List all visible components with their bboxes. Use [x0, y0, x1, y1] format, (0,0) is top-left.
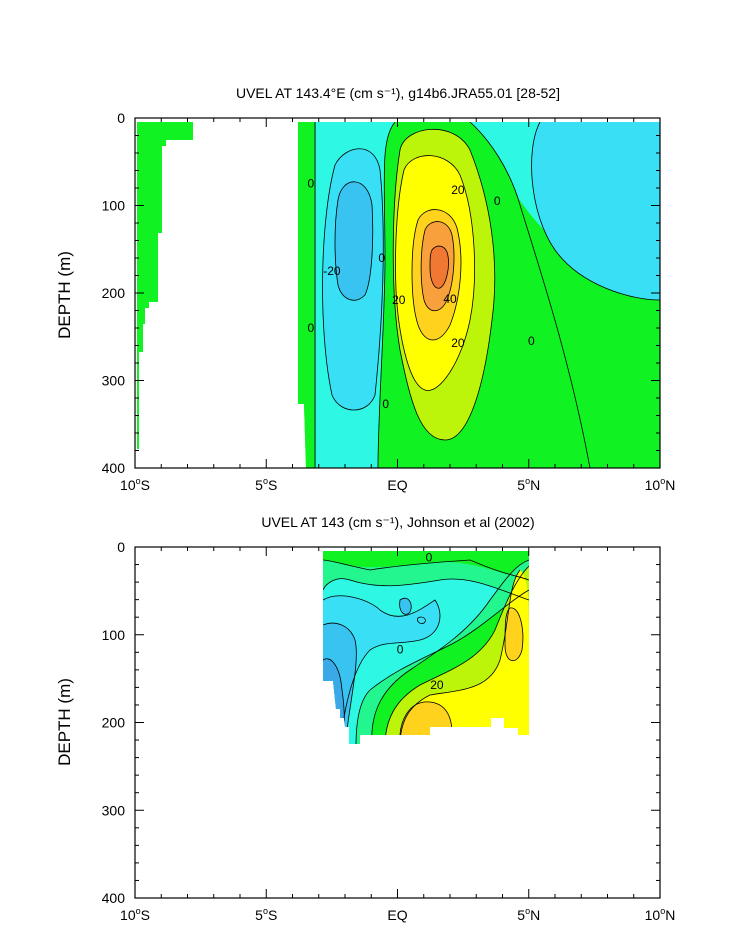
contour-label: 0	[308, 321, 315, 335]
panel2-contour-labels: 0 0 20	[397, 551, 444, 692]
panel1-contour-line	[469, 121, 591, 468]
panel1-coast-strip-east	[298, 122, 315, 468]
panel2-contour-line	[504, 607, 524, 662]
y-tick-label: 100	[102, 198, 126, 214]
panel2-contour-line	[323, 578, 529, 601]
x-tick-label: 5oS	[255, 906, 277, 923]
y-axis-label: DEPTH (m)	[55, 678, 74, 766]
panel2-band-neg20-spot	[399, 598, 412, 615]
panel1-title: UVEL AT 143.4°E (cm s⁻¹), g14b6.JRA55.01…	[236, 85, 560, 101]
panel1-band-east-neg	[531, 122, 660, 300]
contour-label: 40	[443, 292, 457, 306]
y-axis-label: DEPTH (m)	[55, 251, 74, 339]
panel1-contour-line	[429, 245, 449, 289]
panel2-contour-line	[323, 622, 357, 744]
panel2-contour-line	[371, 559, 529, 744]
x-tick-label: 10oN	[645, 476, 676, 493]
panel1-contour-line	[377, 121, 396, 468]
panel2-contour-line	[399, 701, 453, 744]
x-tick-label: 5oN	[517, 906, 540, 923]
x-tick-label: 10oS	[120, 906, 150, 923]
y-tick-label: 400	[102, 890, 126, 906]
y-tick-label: 200	[102, 285, 126, 301]
panel2-contour-line	[355, 589, 529, 744]
panel1-band-pos60	[430, 246, 449, 289]
panel1-contour-line	[334, 181, 374, 301]
panel2-contour-line	[323, 595, 441, 744]
panel1-contour-line	[322, 148, 384, 411]
panel1-field	[135, 118, 660, 468]
panel1-coast-strip	[137, 122, 193, 449]
y-tick-label: 400	[102, 460, 126, 476]
contour-label: 0	[494, 194, 501, 208]
contour-label: 0	[308, 177, 315, 191]
y-tick-label: 200	[102, 715, 126, 731]
panel1-contour-line	[411, 209, 462, 341]
panel1-land-mask	[137, 140, 306, 468]
contour-label: 0	[426, 551, 433, 565]
contour-label: 0	[378, 251, 385, 265]
y-tick-label: 0	[117, 110, 125, 126]
panel2-field	[323, 551, 529, 744]
panel1-contour-line	[392, 128, 496, 441]
panel2-contour-line	[399, 569, 521, 744]
panel1-band-neg20	[335, 181, 373, 301]
contour-label: 0	[528, 334, 535, 348]
panel1-contour-labels: 0 -20 0 20 0 20 40 20 0 0 0	[308, 177, 536, 412]
contour-label: 20	[451, 183, 465, 197]
contour-label: 0	[382, 397, 389, 411]
contour-label: 20	[430, 678, 444, 692]
panel1-contour-line	[531, 121, 660, 301]
panel2-contour-line	[384, 565, 529, 744]
contour-label: 20	[392, 293, 406, 307]
y-tick-label: 100	[102, 627, 126, 643]
x-tick-label: EQ	[387, 477, 407, 493]
x-tick-label: EQ	[387, 907, 407, 923]
panel2-band-pos40-east	[505, 607, 523, 661]
contour-label: 0	[397, 643, 404, 657]
panel1-contour-line	[395, 155, 475, 391]
panel1-contour-line	[420, 221, 455, 312]
panel2-contour-line	[399, 597, 412, 615]
y-tick-label: 0	[117, 539, 125, 555]
y-tick-label: 300	[102, 373, 126, 389]
x-tick-label: 10oN	[645, 906, 676, 923]
panel2-band-pos10-top	[323, 551, 529, 580]
x-tick-label: 5oS	[255, 476, 277, 493]
contour-label: 20	[451, 336, 465, 350]
panel2-contour-line	[323, 559, 529, 581]
x-tick-label: 5oN	[517, 476, 540, 493]
x-tick-label: 10oS	[120, 476, 150, 493]
panel2-title: UVEL AT 143 (cm s⁻¹), Johnson et al (200…	[261, 514, 534, 530]
y-tick-label: 300	[102, 802, 126, 818]
panel2-contour-line	[417, 616, 426, 624]
contour-label: -20	[323, 264, 341, 278]
